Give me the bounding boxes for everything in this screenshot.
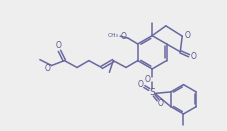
Text: O: O (56, 41, 62, 50)
Text: O: O (138, 80, 143, 89)
Text: O: O (121, 32, 127, 41)
Text: O: O (144, 75, 150, 84)
Text: O: O (191, 52, 197, 61)
Text: O: O (158, 99, 164, 108)
Text: O: O (184, 31, 190, 40)
Text: CH₃: CH₃ (108, 33, 119, 38)
Text: S: S (149, 88, 155, 97)
Text: O: O (45, 64, 51, 73)
